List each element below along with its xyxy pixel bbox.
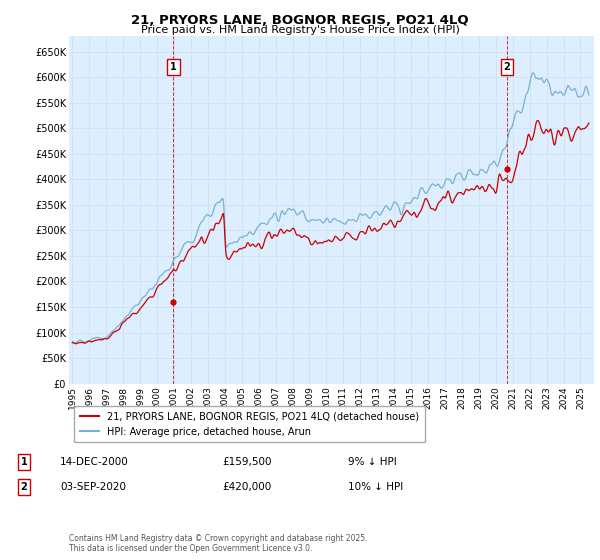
Text: £420,000: £420,000: [222, 482, 271, 492]
Text: 9% ↓ HPI: 9% ↓ HPI: [348, 457, 397, 467]
Text: 14-DEC-2000: 14-DEC-2000: [60, 457, 129, 467]
Text: 2: 2: [504, 62, 511, 72]
Text: 03-SEP-2020: 03-SEP-2020: [60, 482, 126, 492]
Text: £159,500: £159,500: [222, 457, 271, 467]
Text: 2: 2: [20, 482, 28, 492]
Text: 21, PRYORS LANE, BOGNOR REGIS, PO21 4LQ: 21, PRYORS LANE, BOGNOR REGIS, PO21 4LQ: [131, 14, 469, 27]
Text: Price paid vs. HM Land Registry's House Price Index (HPI): Price paid vs. HM Land Registry's House …: [140, 25, 460, 35]
Text: 1: 1: [20, 457, 28, 467]
Text: Contains HM Land Registry data © Crown copyright and database right 2025.
This d: Contains HM Land Registry data © Crown c…: [69, 534, 367, 553]
Text: 1: 1: [170, 62, 176, 72]
Legend: 21, PRYORS LANE, BOGNOR REGIS, PO21 4LQ (detached house), HPI: Average price, de: 21, PRYORS LANE, BOGNOR REGIS, PO21 4LQ …: [74, 406, 425, 442]
Text: 10% ↓ HPI: 10% ↓ HPI: [348, 482, 403, 492]
